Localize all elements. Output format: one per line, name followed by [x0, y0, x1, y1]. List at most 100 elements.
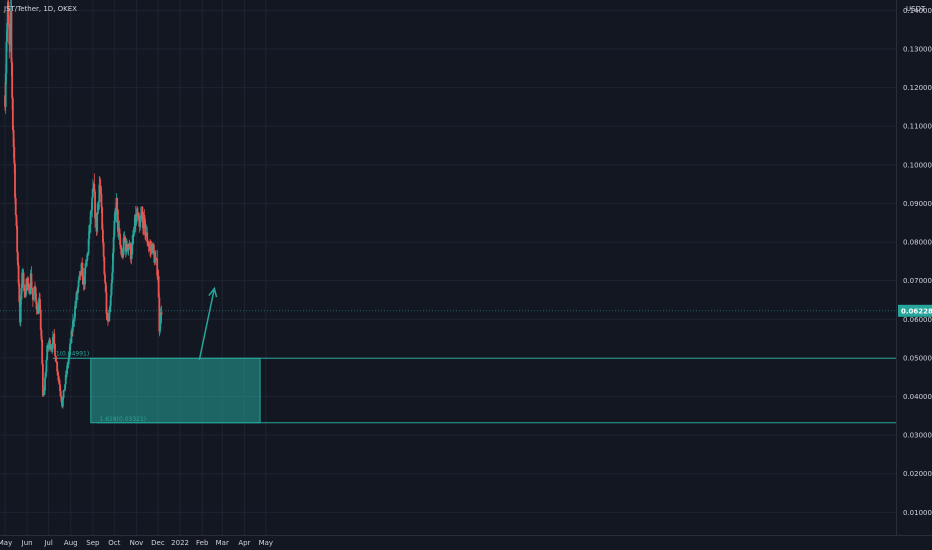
candle-body [57, 375, 60, 380]
candle-body [44, 372, 47, 379]
candle-body [20, 288, 23, 300]
candle-body [93, 184, 96, 192]
candle-body [108, 309, 111, 322]
candle-body [99, 189, 102, 194]
candle-body [11, 62, 14, 99]
y-tick-label: 0.05000 [903, 354, 932, 362]
x-tick-label: Jul [43, 539, 53, 547]
candle-body [104, 274, 106, 283]
candle-body [17, 265, 20, 284]
candle-body [16, 252, 19, 266]
target-zone-rect[interactable] [90, 357, 261, 424]
candle-body [81, 263, 84, 269]
candle-body [25, 278, 28, 292]
candle-body [155, 257, 158, 259]
trend-arrow-head [208, 286, 218, 298]
candle-body [113, 220, 116, 238]
y-tick-label: 0.13000 [903, 46, 932, 54]
candle-body [147, 244, 150, 247]
y-tick-label: 0.10000 [903, 161, 932, 169]
x-tick-label: Oct [108, 539, 120, 547]
candle-body [119, 233, 121, 245]
candle-body [100, 193, 103, 208]
y-tick-label: 0.11000 [903, 123, 932, 131]
candle-body [107, 318, 109, 321]
candle-body [109, 295, 112, 306]
time-axis[interactable]: May Jun Jul Aug Sep Oct Nov Dec 2022 Feb Mar Apr May [0, 539, 273, 547]
candle-body [159, 324, 161, 332]
candle-body [21, 272, 24, 289]
candle-body [14, 197, 17, 215]
candle-body [12, 129, 15, 147]
candle-body [120, 249, 123, 256]
candle-body [101, 207, 104, 230]
candle-body [112, 252, 114, 273]
symbol-title: JST/Tether, 1D, OKEX [3, 5, 77, 13]
candle-body [73, 317, 76, 322]
candle-body [24, 291, 27, 297]
candle-body [96, 203, 99, 215]
candle-body [9, 27, 11, 45]
candle-body [42, 390, 45, 396]
candle-body [59, 384, 61, 391]
fib-level-1-label: 1(0.04991) [56, 350, 89, 357]
candle-body [130, 254, 133, 260]
fib-level-1618-label: 1.618(0.03321) [99, 416, 146, 423]
candle-body [89, 224, 91, 226]
y-tick-label: 0.12000 [903, 84, 932, 92]
candle-body [67, 357, 70, 365]
price-axis[interactable]: 0.14000 0.13000 0.12000 0.11000 0.10000 0.090… [903, 7, 932, 517]
candle-body [29, 288, 31, 294]
candle-body [137, 215, 140, 218]
candle-body [78, 275, 81, 281]
candle-body [117, 209, 119, 232]
candle-body [19, 299, 22, 323]
candle-body [41, 364, 44, 396]
candle-body [129, 244, 132, 260]
candle-body [141, 212, 144, 216]
candle-body [112, 237, 115, 253]
candle-body [98, 184, 101, 202]
y-tick-label: 0.02000 [903, 470, 932, 478]
candle-body [37, 304, 40, 314]
candle-body [5, 41, 8, 74]
candle-body [97, 201, 100, 204]
candle-body [18, 283, 21, 303]
candle-body [10, 10, 13, 63]
candle-body [46, 345, 49, 360]
candle-body [147, 242, 149, 245]
candle-body [33, 287, 36, 295]
y-tick-label: 0.07000 [903, 277, 932, 285]
trend-arrow-shaft[interactable] [198, 288, 216, 360]
candle-body [158, 297, 161, 332]
candle-body [126, 244, 129, 250]
candle-body [105, 292, 108, 314]
candle-body [23, 284, 26, 292]
x-tick-label: Sep [86, 539, 100, 547]
candle-body [30, 273, 33, 289]
x-tick-label: Apr [238, 539, 250, 547]
candle-body [136, 213, 139, 215]
candle-body [74, 303, 77, 307]
candle-body [102, 229, 104, 243]
candle-body [31, 288, 34, 294]
candle-body [104, 282, 107, 293]
candle-body [15, 214, 18, 226]
candle-body [154, 258, 156, 263]
candle-body [122, 254, 124, 256]
candle-body [62, 390, 65, 398]
candle-body [160, 312, 163, 315]
candle-body [61, 397, 64, 407]
candle-body [109, 305, 111, 310]
x-tick-label: Jun [21, 539, 33, 547]
candle-body [152, 244, 155, 252]
candle-body [91, 188, 94, 198]
candle-body [32, 294, 35, 301]
candle-body [139, 222, 141, 227]
y-tick-label: 0.04000 [903, 393, 932, 401]
candle-body [132, 233, 135, 237]
candle-body [40, 329, 43, 340]
